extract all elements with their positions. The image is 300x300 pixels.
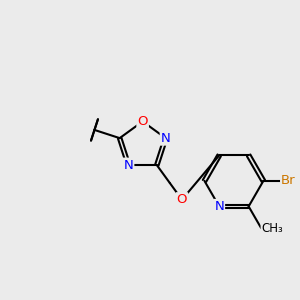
Text: O: O	[137, 115, 148, 128]
Text: N: N	[161, 132, 170, 145]
Text: CH₃: CH₃	[261, 222, 283, 235]
Text: O: O	[177, 193, 187, 206]
Text: N: N	[214, 200, 224, 213]
Text: Br: Br	[281, 174, 296, 188]
Text: N: N	[124, 159, 133, 172]
